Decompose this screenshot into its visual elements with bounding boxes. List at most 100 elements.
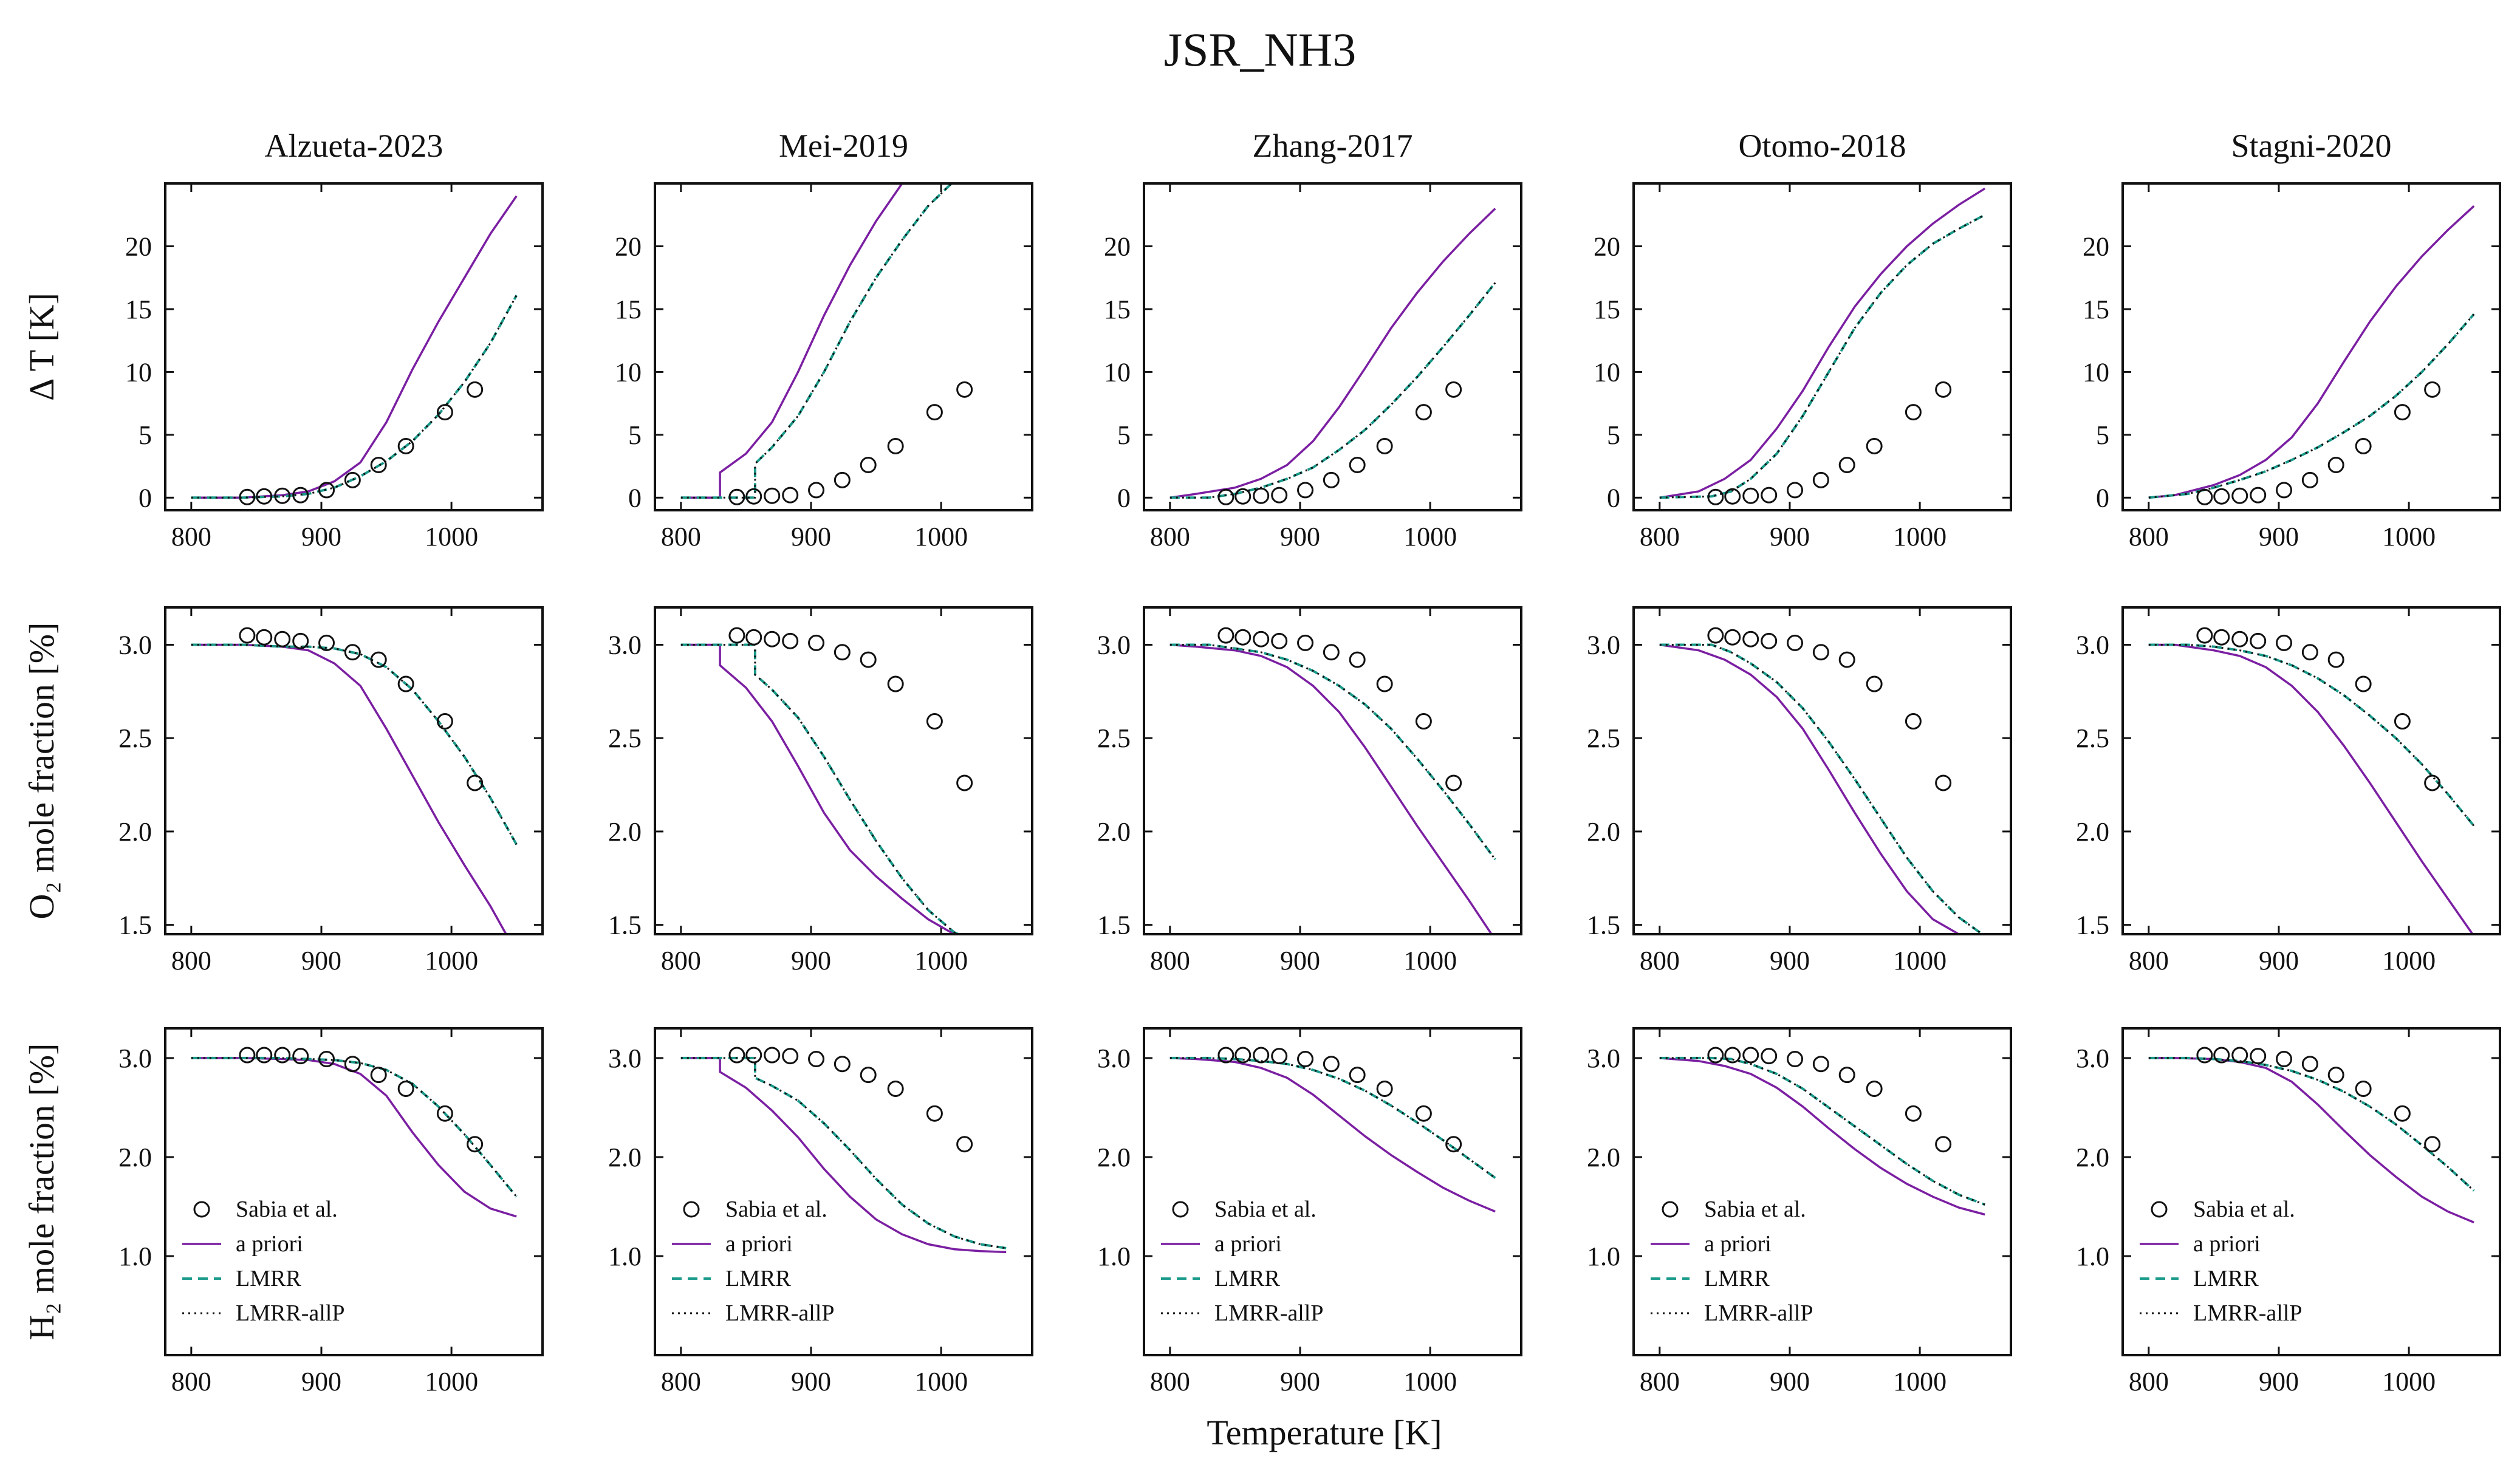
y-tick-label: 2.5 [1097, 723, 1131, 753]
series-lmrr-line [680, 643, 962, 934]
experiment-point [1761, 1048, 1778, 1065]
experiment-point [1349, 457, 1366, 474]
experiment-point [2231, 487, 2248, 504]
x-tick-label: 900 [1280, 1367, 1320, 1396]
experiment-point [834, 644, 851, 661]
y-tick-label: 3.0 [1587, 1044, 1620, 1073]
experiment-point [344, 471, 361, 488]
y-tick-label: 2.0 [2076, 817, 2109, 847]
experiment-point [2394, 404, 2411, 421]
legend-label: a priori [236, 1231, 303, 1257]
experiment-point [318, 634, 335, 651]
legend: Sabia et al. a priori LMRR LMRR-allP [2140, 1197, 2302, 1326]
experiment-point [1234, 629, 1251, 646]
series-a-priori-line [2148, 643, 2474, 934]
experiment-point [782, 1048, 799, 1065]
experiment-point [2196, 627, 2213, 644]
x-tick-label: 800 [2129, 522, 2169, 552]
x-tick-label: 1000 [425, 946, 478, 975]
panel-Stagni-2020-dT: 800 900 1000 0 5 10 15 20 [2083, 182, 2501, 552]
y-tick-label: 15 [615, 295, 642, 324]
y-tick-label: 1.0 [1587, 1242, 1620, 1271]
experiment-point [808, 482, 825, 499]
experiment-point [1297, 634, 1314, 651]
experiment-point [1812, 471, 1829, 488]
panel-Mei-2019-dT: 800 900 1000 0 5 10 15 20 [615, 182, 1033, 552]
experiment-point [1707, 488, 1724, 505]
experiment-point [1445, 774, 1462, 791]
experiment-point [1323, 644, 1340, 661]
legend-label: LMRR-allP [725, 1300, 834, 1326]
legend-label: a priori [1214, 1231, 1282, 1257]
experiment-point [2394, 713, 2411, 730]
experiment-point [1376, 675, 1393, 692]
x-tick-label: 1000 [1403, 522, 1457, 552]
experiment-point [292, 1048, 309, 1065]
series-a-priori-line [680, 183, 907, 499]
legend: Sabia et al. a priori LMRR LMRR-allP [1651, 1197, 1813, 1326]
experiment-point [1271, 632, 1288, 649]
experiment-point [2196, 1047, 2213, 1064]
experiment-point [1905, 713, 1922, 730]
panel-Otomo-2018-H2: 800 900 1000 1.0 2.0 3.0 Sabia et al. a priori L… [1587, 1027, 2012, 1396]
column-title: Stagni-2020 [2231, 128, 2392, 164]
y-tick-label: 0 [2096, 483, 2109, 513]
experiment-point [1376, 437, 1393, 454]
y-tick-label: 20 [615, 231, 642, 261]
experiment-point [344, 644, 361, 661]
y-tick-label: 2.0 [1097, 817, 1131, 847]
experiment-point [1253, 487, 1270, 504]
panel-frame [654, 1027, 1033, 1356]
x-tick-label: 800 [1150, 1367, 1190, 1396]
experiment-point [1761, 487, 1778, 504]
x-tick-label: 1000 [1893, 1367, 1946, 1396]
panel-Stagni-2020-H2: 800 900 1000 1.0 2.0 3.0 Sabia et al. a priori L… [2076, 1027, 2501, 1396]
series-lmrr-allp-line [191, 295, 518, 499]
experiment-point [728, 1047, 745, 1064]
x-tick-label: 1000 [2382, 1367, 2436, 1396]
series-a-priori-line [680, 643, 959, 934]
x-tick-label: 900 [301, 522, 341, 552]
experiment-point [2231, 630, 2248, 647]
x-tick-label: 800 [1640, 1367, 1680, 1396]
experiment-point [956, 1136, 973, 1153]
series-lmrr-line [680, 1056, 1007, 1249]
y-tick-label: 3.0 [2076, 1044, 2109, 1073]
legend-label: LMRR-allP [2193, 1300, 2302, 1326]
y-tick-label: 2.5 [608, 723, 642, 753]
experiment-point [292, 487, 309, 504]
y-tick-label: 20 [1594, 231, 1620, 261]
experiment-point [1271, 1048, 1288, 1065]
x-tick-label: 800 [661, 1367, 701, 1396]
experiment-point [2355, 437, 2372, 454]
experiment-point [1787, 634, 1804, 651]
experiment-point [1217, 488, 1234, 505]
experiment-point [370, 457, 387, 474]
experiment-point [370, 1067, 387, 1084]
experiment-point [397, 1080, 414, 1097]
y-tick-label: 0 [1607, 483, 1620, 513]
series-a-priori-line [191, 195, 518, 499]
experiment-point [2424, 381, 2441, 398]
panel-Stagni-2020-O2: 800 900 1000 1.5 2.0 2.5 3.0 [2076, 606, 2501, 975]
y-tick-label: 1.5 [608, 911, 642, 940]
experiment-point [1761, 632, 1778, 649]
x-tick-label: 900 [1280, 946, 1320, 975]
experiment-point [1253, 630, 1270, 647]
series-a-priori-line [1169, 208, 1496, 499]
y-tick-label: 15 [2083, 295, 2109, 324]
series-lmrr-allp-line [680, 183, 953, 499]
x-tick-label: 800 [1150, 522, 1190, 552]
experiment-point [256, 1047, 273, 1064]
panel-Alzueta-2023-H2: 800 900 1000 1.0 2.0 3.0 Sabia et al. a priori L… [118, 1027, 544, 1396]
legend-label: LMRR-allP [236, 1300, 344, 1326]
legend-label: Sabia et al. [2193, 1197, 2295, 1222]
experiment-point [2213, 629, 2230, 646]
row-label-H2: H₂ mole fraction [%] [22, 1044, 61, 1341]
series-lmrr-allp-line [1169, 644, 1496, 860]
experiment-point [2301, 471, 2318, 488]
y-tick-label: 1.0 [118, 1242, 152, 1271]
experiment-point [1253, 1047, 1270, 1064]
experiment-point [956, 381, 973, 398]
experiment-point [1323, 1056, 1340, 1073]
